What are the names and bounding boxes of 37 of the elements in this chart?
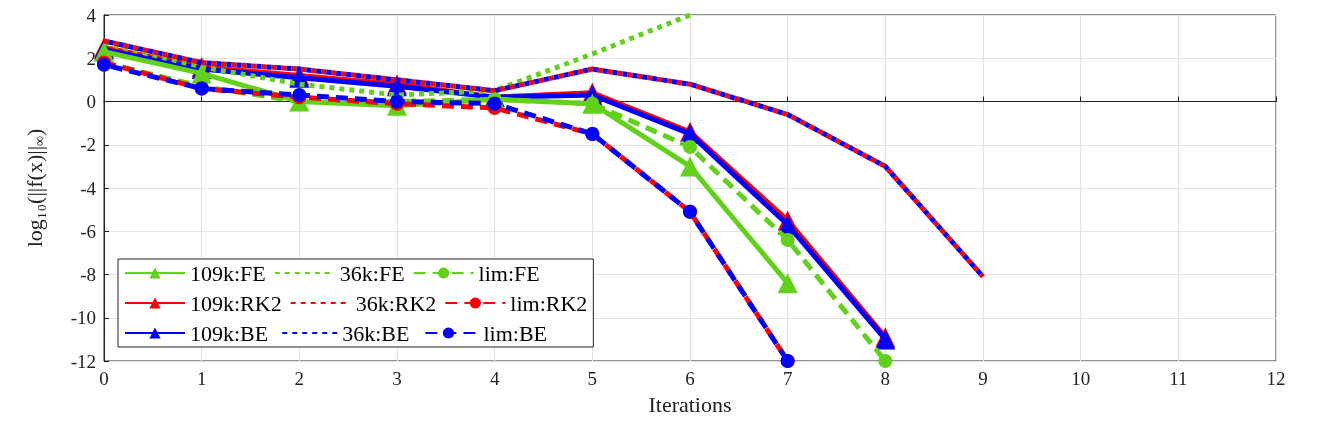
x-tick-label: 12 xyxy=(1266,368,1286,389)
legend-label: 109k:BE xyxy=(190,320,269,346)
legend-label: 36k:RK2 xyxy=(355,290,437,316)
x-axis-title: Iterations xyxy=(648,391,732,417)
y-axis-title: log₁₀(||f(x)||∞) xyxy=(21,128,47,248)
x-tick-label: 11 xyxy=(1169,368,1188,389)
point xyxy=(683,139,697,154)
y-tick-label: -6 xyxy=(80,220,96,242)
point xyxy=(777,273,798,294)
x-tick-label: 4 xyxy=(489,368,500,389)
x-tick-label: 1 xyxy=(196,368,207,389)
y-tick-label: 0 xyxy=(86,91,96,112)
y-tick-label: 2 xyxy=(86,47,96,69)
legend-label: 36k:FE xyxy=(339,260,405,286)
legend-label: 109k:RK2 xyxy=(190,290,282,316)
legend-label: 109k:FE xyxy=(190,260,266,286)
legend-label: 36k:BE xyxy=(342,320,410,346)
x-tick-label: 2 xyxy=(294,368,305,389)
legend-label: lim:BE xyxy=(483,320,548,346)
x-tick-label: 5 xyxy=(587,368,598,389)
x-tick-label: 6 xyxy=(685,368,695,389)
x-tick-label: 8 xyxy=(880,368,891,389)
point xyxy=(680,156,700,177)
y-tick-label: 4 xyxy=(86,4,97,26)
legend-label: lim:FE xyxy=(478,260,540,286)
y-tick-label: -12 xyxy=(70,350,96,372)
y-tick-label: -8 xyxy=(80,264,96,285)
x-tick-label: 10 xyxy=(1071,368,1091,389)
legend-label: lim:RK2 xyxy=(510,290,588,316)
y-tick-label: -10 xyxy=(70,307,96,329)
point xyxy=(780,232,795,247)
x-tick-label: 9 xyxy=(978,368,988,389)
y-tick-label: -4 xyxy=(80,177,97,199)
y-tick-label: -2 xyxy=(80,134,96,156)
x-tick-label: 7 xyxy=(782,368,793,389)
x-tick-label: 3 xyxy=(392,368,402,389)
point xyxy=(878,354,893,368)
